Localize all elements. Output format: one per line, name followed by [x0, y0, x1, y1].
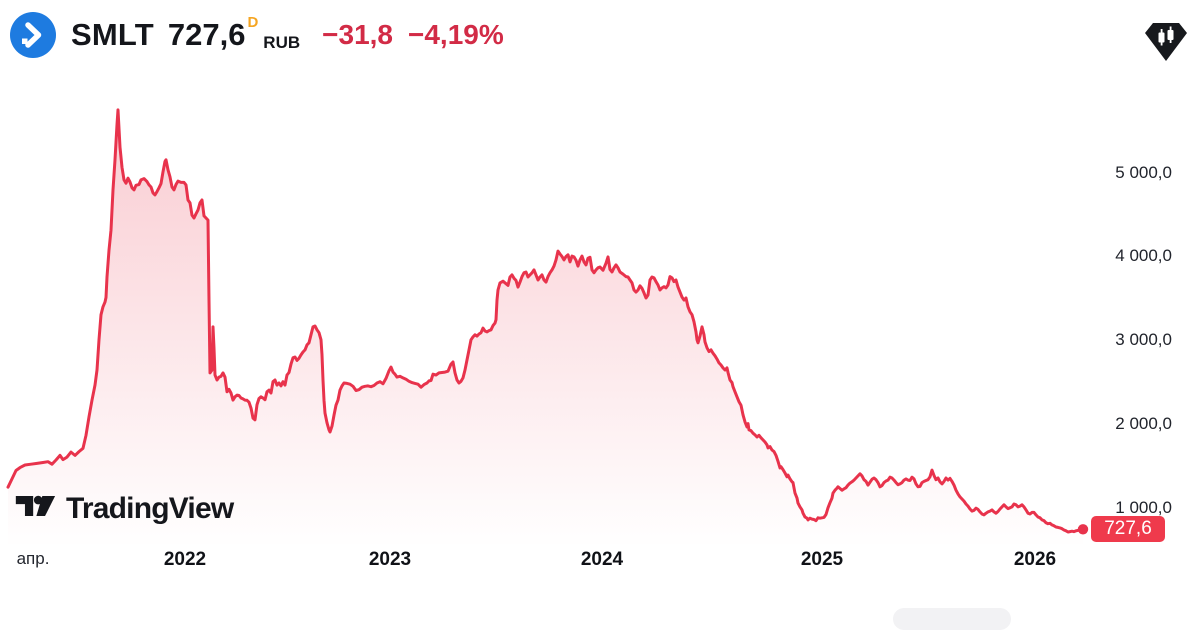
y-axis-label: 1 000,0 — [1115, 497, 1172, 517]
samolet-logo-icon — [10, 12, 56, 58]
symbol-header[interactable]: SMLT 727,6 D RUB −31,8 −4,19% — [10, 10, 504, 60]
last-price-tag: 727,6 — [1091, 516, 1165, 542]
x-axis-label: 2025 — [800, 549, 844, 570]
currency-label: RUB — [263, 33, 301, 52]
last-price-dot — [1077, 524, 1089, 535]
y-axis-label: 2 000,0 — [1115, 413, 1172, 433]
y-axis-label: 4 000,0 — [1115, 246, 1172, 266]
last-price: 727,6 — [167, 17, 246, 52]
change-absolute: −31,8 — [322, 19, 393, 50]
x-axis-label: 2022 — [163, 549, 207, 570]
ticker-symbol: SMLT — [71, 17, 154, 52]
x-axis-label: 2024 — [580, 549, 624, 570]
y-axis-label: 3 000,0 — [1115, 330, 1172, 349]
tradingview-logo-icon — [14, 487, 56, 530]
market-flag-badge: D — [247, 14, 259, 31]
change-percent: −4,19% — [408, 19, 504, 50]
tradingview-label: TradingView — [66, 491, 234, 525]
x-axis-label: 2023 — [368, 549, 412, 570]
candlestick-gem-icon[interactable] — [1144, 22, 1188, 62]
y-axis-label: 5 000,0 — [1115, 162, 1172, 182]
x-axis-label: 2026 — [1013, 549, 1057, 570]
area-fill — [8, 109, 1083, 548]
tradingview-watermark[interactable]: TradingView — [14, 487, 234, 530]
x-axis-label: апр. — [16, 549, 50, 568]
bottom-pill-button[interactable] — [893, 608, 1011, 630]
price-line — [6, 108, 1085, 534]
